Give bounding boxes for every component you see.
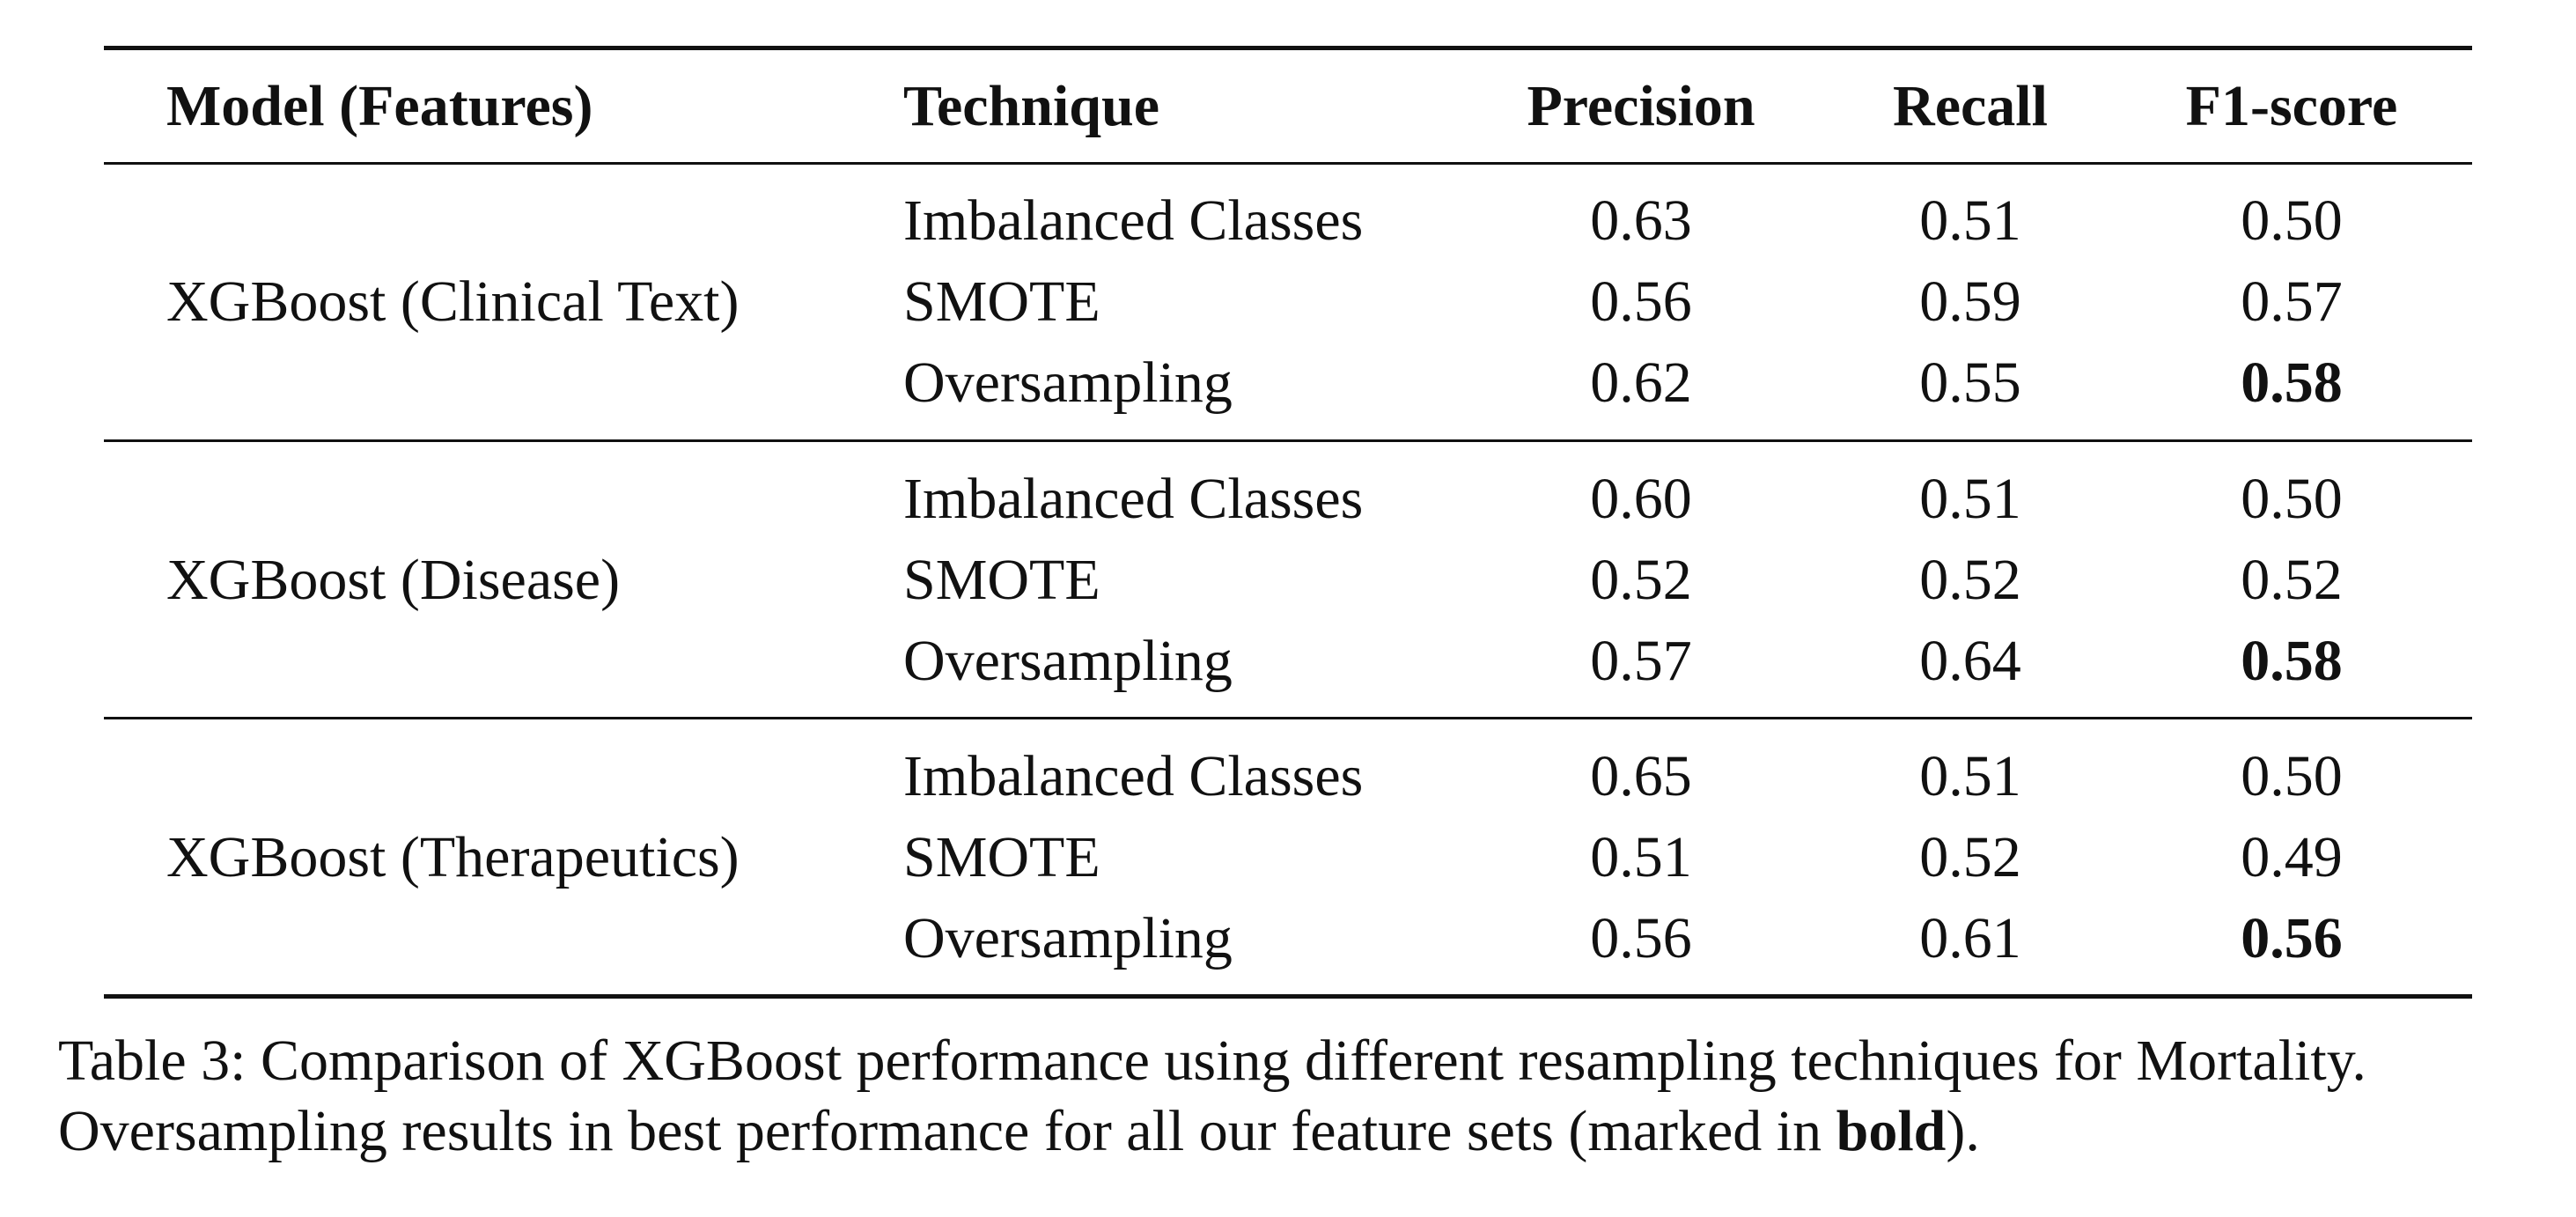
technique-cell: Imbalanced Classes: [903, 188, 1364, 253]
header-recall: Recall: [1893, 74, 2048, 138]
f1-cell-best: 0.56: [2241, 906, 2343, 970]
recall-cell: 0.51: [1919, 467, 2021, 531]
recall-cell: 0.64: [1919, 629, 2021, 693]
recall-cell: 0.59: [1919, 269, 2021, 334]
precision-cell: 0.57: [1590, 629, 1692, 693]
caption-line-2: Oversampling results in best performance…: [58, 1096, 2567, 1167]
precision-cell: 0.63: [1590, 188, 1692, 253]
f1-cell: 0.52: [2241, 548, 2343, 612]
f1-cell: 0.50: [2241, 744, 2343, 808]
f1-cell: 0.57: [2241, 269, 2343, 334]
header-f1: F1-score: [2185, 74, 2398, 138]
model-label: XGBoost (Therapeutics): [166, 825, 740, 889]
technique-cell: Imbalanced Classes: [903, 467, 1364, 531]
precision-cell: 0.65: [1590, 744, 1692, 808]
f1-cell-best: 0.58: [2241, 350, 2343, 415]
precision-cell: 0.52: [1590, 548, 1692, 612]
header-model: Model (Features): [166, 74, 593, 138]
bottom-rule: [104, 994, 2472, 999]
recall-cell: 0.52: [1919, 548, 2021, 612]
technique-cell: Oversampling: [903, 350, 1233, 415]
caption-line-1: Table 3: Comparison of XGBoost performan…: [58, 1029, 2366, 1093]
caption-bold-word: bold: [1836, 1099, 1947, 1163]
precision-cell: 0.60: [1590, 467, 1692, 531]
precision-cell: 0.56: [1590, 906, 1692, 970]
technique-cell: Oversampling: [903, 906, 1233, 970]
f1-cell: 0.50: [2241, 188, 2343, 253]
top-rule: [104, 46, 2472, 50]
technique-cell: Imbalanced Classes: [903, 744, 1364, 808]
f1-cell: 0.49: [2241, 825, 2343, 889]
group-divider: [104, 439, 2472, 442]
group-divider: [104, 717, 2472, 719]
table-caption: Table 3: Comparison of XGBoost performan…: [58, 1026, 2567, 1167]
technique-cell: Oversampling: [903, 629, 1233, 693]
technique-cell: SMOTE: [903, 548, 1100, 612]
recall-cell: 0.52: [1919, 825, 2021, 889]
f1-cell: 0.50: [2241, 467, 2343, 531]
technique-cell: SMOTE: [903, 269, 1100, 334]
technique-cell: SMOTE: [903, 825, 1100, 889]
recall-cell: 0.51: [1919, 188, 2021, 253]
header-technique: Technique: [903, 74, 1160, 138]
precision-cell: 0.51: [1590, 825, 1692, 889]
header-precision: Precision: [1527, 74, 1755, 138]
recall-cell: 0.55: [1919, 350, 2021, 415]
precision-cell: 0.56: [1590, 269, 1692, 334]
header-rule: [104, 162, 2472, 165]
caption-line-2-end: ).: [1946, 1099, 1980, 1163]
recall-cell: 0.61: [1919, 906, 2021, 970]
model-label: XGBoost (Clinical Text): [166, 269, 740, 334]
recall-cell: 0.51: [1919, 744, 2021, 808]
model-label: XGBoost (Disease): [166, 548, 621, 612]
precision-cell: 0.62: [1590, 350, 1692, 415]
f1-cell-best: 0.58: [2241, 629, 2343, 693]
caption-line-2-start: Oversampling results in best performance…: [58, 1099, 1836, 1163]
